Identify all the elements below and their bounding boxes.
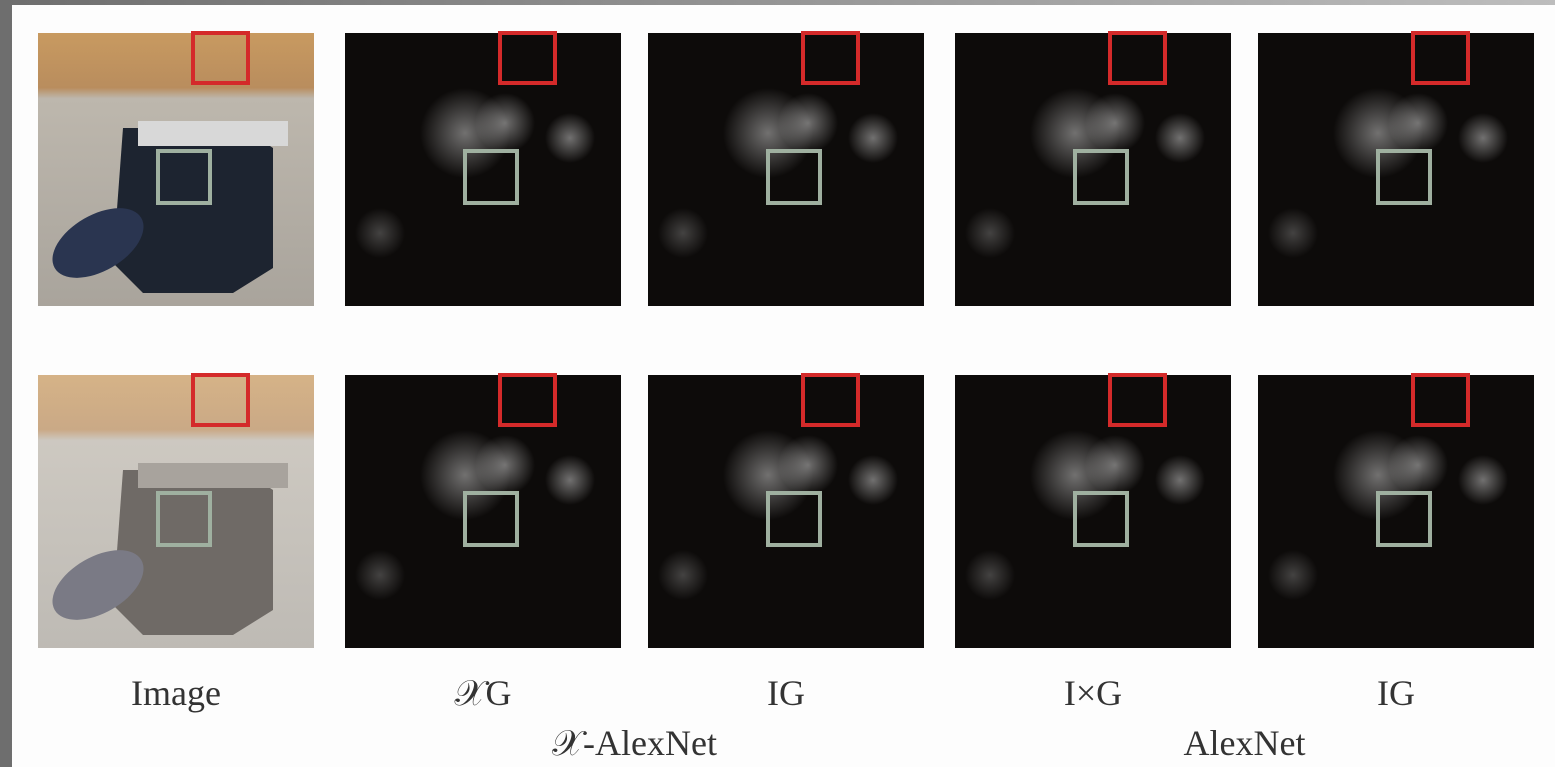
- camera-top: [138, 121, 288, 146]
- saliency-blob: [355, 550, 405, 600]
- image-cell: [955, 375, 1231, 648]
- group-label: 𝒳-AlexNet: [552, 723, 717, 763]
- saliency-blob: [778, 93, 838, 153]
- saliency-blob: [1388, 435, 1448, 495]
- saliency-blob: [1268, 208, 1318, 258]
- image-cell: [38, 375, 314, 648]
- column-label: Image: [131, 673, 221, 713]
- saliency-blob: [848, 455, 898, 505]
- saliency-blob: [778, 435, 838, 495]
- saliency-blob: [1155, 113, 1205, 163]
- saliency-blob: [475, 435, 535, 495]
- saliency-blob: [658, 208, 708, 258]
- saliency-blob: [545, 455, 595, 505]
- saliency-blob: [965, 208, 1015, 258]
- group-label: AlexNet: [1184, 723, 1306, 763]
- image-cell: [648, 33, 924, 306]
- saliency-blob: [545, 113, 595, 163]
- image-cell: [38, 33, 314, 306]
- saliency-blob: [848, 113, 898, 163]
- image-cell: [345, 375, 621, 648]
- image-cell: [955, 33, 1231, 306]
- camera-top: [138, 463, 288, 488]
- image-cell: [1258, 33, 1534, 306]
- saliency-blob: [1458, 113, 1508, 163]
- saliency-blob: [1085, 435, 1145, 495]
- column-label: I×G: [1064, 673, 1122, 713]
- image-cell: [648, 375, 924, 648]
- image-cell: [345, 33, 621, 306]
- saliency-blob: [1268, 550, 1318, 600]
- column-label: IG: [1377, 673, 1415, 713]
- column-label: 𝒳G: [455, 673, 512, 713]
- saliency-blob: [355, 208, 405, 258]
- saliency-blob: [1155, 455, 1205, 505]
- saliency-blob: [1085, 93, 1145, 153]
- saliency-blob: [1388, 93, 1448, 153]
- image-cell: [1258, 375, 1534, 648]
- saliency-blob: [658, 550, 708, 600]
- saliency-blob: [1458, 455, 1508, 505]
- saliency-blob: [965, 550, 1015, 600]
- saliency-blob: [475, 93, 535, 153]
- column-label: IG: [767, 673, 805, 713]
- figure: Image 𝒳G IG I×G IG 𝒳-AlexNet AlexNet: [0, 0, 1555, 767]
